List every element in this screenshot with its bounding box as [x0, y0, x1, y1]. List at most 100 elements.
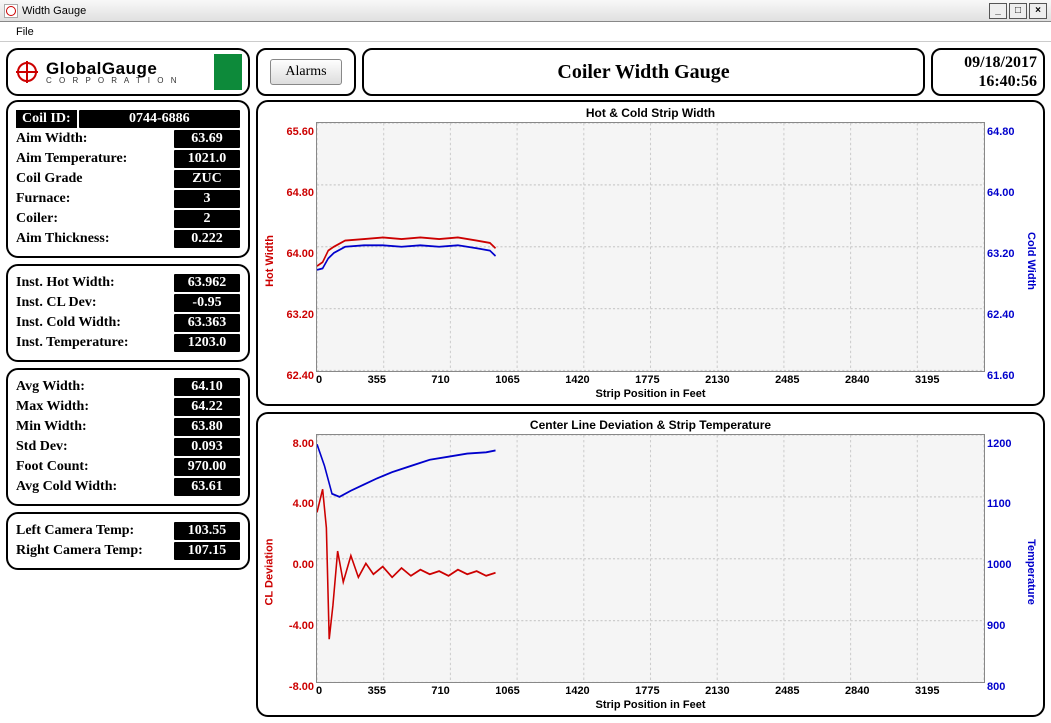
row-inst-cl: Inst. CL Dev:-0.95: [16, 294, 240, 312]
furnace-value: 3: [174, 190, 240, 208]
left-column: Coil ID: 0744-6886 Aim Width:63.69 Aim T…: [6, 100, 250, 717]
maximize-button[interactable]: □: [1009, 3, 1027, 19]
logo-line2: C O R P O R A T I O N: [46, 77, 179, 85]
chart2-body: CL Deviation 8.004.000.00-4.00-8.00 0355…: [262, 434, 1039, 712]
chart2-yticks-left: 8.004.000.00-4.00-8.00: [278, 434, 316, 712]
content-area: GlobalGauge C O R P O R A T I O N Alarms…: [0, 42, 1051, 723]
stats-panel: Avg Width:64.10 Max Width:64.22 Min Widt…: [6, 368, 250, 506]
aim-thick-value: 0.222: [174, 230, 240, 248]
left-cam-value: 103.55: [174, 522, 240, 540]
row-inst-hot: Inst. Hot Width:63.962: [16, 274, 240, 292]
coil-grade-value: ZUC: [174, 170, 240, 188]
coiler-label: Coiler:: [16, 211, 174, 227]
foot-count-value: 970.00: [174, 458, 240, 476]
aim-thick-label: Aim Thickness:: [16, 231, 174, 247]
row-coiler: Coiler:2: [16, 210, 240, 228]
page-title: Coiler Width Gauge: [557, 61, 729, 84]
chart2-plot: [316, 434, 985, 684]
row-foot-count: Foot Count:970.00: [16, 458, 240, 476]
row-avg-cold: Avg Cold Width:63.61: [16, 478, 240, 496]
row-aim-thick: Aim Thickness:0.222: [16, 230, 240, 248]
inst-cl-value: -0.95: [174, 294, 240, 312]
avg-cold-value: 63.61: [174, 478, 240, 496]
coil-info-panel: Coil ID: 0744-6886 Aim Width:63.69 Aim T…: [6, 100, 250, 258]
status-indicator: [214, 54, 242, 90]
window-controls: _ □ ×: [989, 3, 1047, 19]
right-column: Hot & Cold Strip Width Hot Width 65.6064…: [256, 100, 1045, 717]
row-inst-cold: Inst. Cold Width:63.363: [16, 314, 240, 332]
app-icon: [4, 4, 18, 18]
row-right-cam: Right Camera Temp:107.15: [16, 542, 240, 560]
right-cam-value: 107.15: [174, 542, 240, 560]
aim-temp-label: Aim Temperature:: [16, 151, 174, 167]
coil-id-value: 0744-6886: [79, 110, 240, 128]
inst-cold-label: Inst. Cold Width:: [16, 315, 174, 331]
inst-hot-value: 63.962: [174, 274, 240, 292]
foot-count-label: Foot Count:: [16, 459, 174, 475]
inst-cold-value: 63.363: [174, 314, 240, 332]
chart1-plot-wrap: 03557101065142017752130248528403195 Stri…: [316, 122, 985, 400]
logo-text: GlobalGauge C O R P O R A T I O N: [46, 60, 179, 85]
datetime-panel: 09/18/2017 16:40:56: [931, 48, 1045, 96]
chart1-body: Hot Width 65.6064.8064.0063.2062.40 0355…: [262, 122, 1039, 400]
topbar: GlobalGauge C O R P O R A T I O N Alarms…: [6, 48, 1045, 96]
inst-temp-label: Inst. Temperature:: [16, 335, 174, 351]
row-coil-grade: Coil GradeZUC: [16, 170, 240, 188]
row-aim-width: Aim Width:63.69: [16, 130, 240, 148]
alarms-button[interactable]: Alarms: [270, 59, 341, 85]
row-aim-temp: Aim Temperature:1021.0: [16, 150, 240, 168]
row-std-dev: Std Dev:0.093: [16, 438, 240, 456]
chart1-plot: [316, 122, 985, 372]
chart1-yticks-right: 64.8064.0063.2062.4061.60: [985, 122, 1023, 400]
chart2-ylabel-left-text: CL Deviation: [264, 539, 276, 606]
min-width-value: 63.80: [174, 418, 240, 436]
chart2-ylabel-left: CL Deviation: [262, 434, 278, 712]
logo-panel: GlobalGauge C O R P O R A T I O N: [6, 48, 250, 96]
coil-id-label: Coil ID:: [16, 110, 77, 128]
right-cam-label: Right Camera Temp:: [16, 543, 174, 559]
max-width-label: Max Width:: [16, 399, 174, 415]
chart1-ylabel-left-text: Hot Width: [264, 235, 276, 287]
page-title-panel: Coiler Width Gauge: [362, 48, 925, 96]
chart2-ylabel-right: Temperature: [1023, 434, 1039, 712]
chart1-ylabel-right-text: Cold Width: [1025, 232, 1037, 290]
inst-temp-value: 1203.0: [174, 334, 240, 352]
row-furnace: Furnace:3: [16, 190, 240, 208]
min-width-label: Min Width:: [16, 419, 174, 435]
row-min-width: Min Width:63.80: [16, 418, 240, 436]
main-area: Coil ID: 0744-6886 Aim Width:63.69 Aim T…: [6, 100, 1045, 717]
std-dev-value: 0.093: [174, 438, 240, 456]
time-display: 16:40:56: [978, 72, 1037, 91]
titlebar: Width Gauge _ □ ×: [0, 0, 1051, 22]
chart2-plot-wrap: 03557101065142017752130248528403195 Stri…: [316, 434, 985, 712]
chart1-yticks-left: 65.6064.8064.0063.2062.40: [278, 122, 316, 400]
aim-width-value: 63.69: [174, 130, 240, 148]
chart2-xlabel: Strip Position in Feet: [316, 699, 985, 711]
row-avg-width: Avg Width:64.10: [16, 378, 240, 396]
minimize-button[interactable]: _: [989, 3, 1007, 19]
chart1-xticks: 03557101065142017752130248528403195: [316, 372, 985, 388]
chart2-xticks: 03557101065142017752130248528403195: [316, 683, 985, 699]
left-cam-label: Left Camera Temp:: [16, 523, 174, 539]
menu-file[interactable]: File: [10, 24, 40, 40]
close-button[interactable]: ×: [1029, 3, 1047, 19]
chart1-title: Hot & Cold Strip Width: [262, 104, 1039, 122]
aim-temp-value: 1021.0: [174, 150, 240, 168]
inst-hot-label: Inst. Hot Width:: [16, 275, 174, 291]
logo-line1: GlobalGauge: [46, 60, 179, 77]
row-max-width: Max Width:64.22: [16, 398, 240, 416]
inst-cl-label: Inst. CL Dev:: [16, 295, 174, 311]
chart1-ylabel-right: Cold Width: [1023, 122, 1039, 400]
row-coil-id: Coil ID: 0744-6886: [16, 110, 240, 128]
chart2-yticks-right: 120011001000900800: [985, 434, 1023, 712]
logo-icon: [14, 59, 40, 85]
inst-panel: Inst. Hot Width:63.962 Inst. CL Dev:-0.9…: [6, 264, 250, 362]
coil-grade-label: Coil Grade: [16, 171, 174, 187]
chart1-panel: Hot & Cold Strip Width Hot Width 65.6064…: [256, 100, 1045, 406]
furnace-label: Furnace:: [16, 191, 174, 207]
menubar: File: [0, 22, 1051, 42]
avg-width-label: Avg Width:: [16, 379, 174, 395]
aim-width-label: Aim Width:: [16, 131, 174, 147]
app-window: Width Gauge _ □ × File GlobalGauge C O R…: [0, 0, 1051, 723]
coiler-value: 2: [174, 210, 240, 228]
